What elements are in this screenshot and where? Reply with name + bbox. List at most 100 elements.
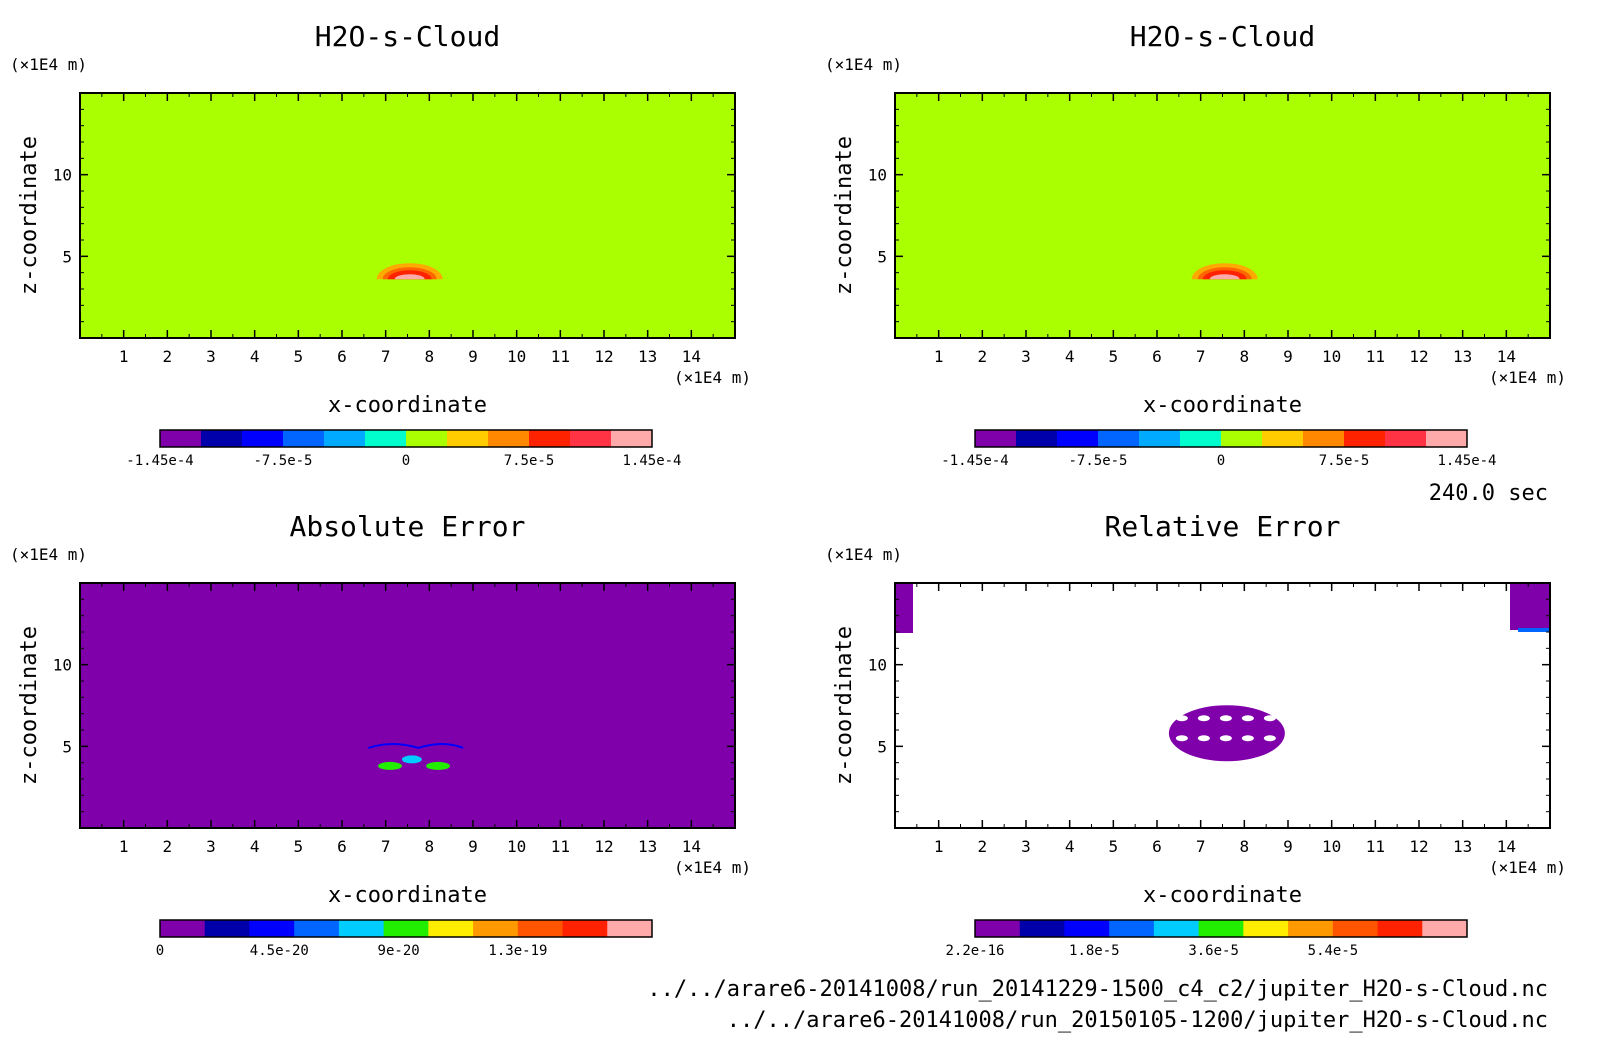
colorbar-swatch [1153,920,1200,937]
colorbar-label: 1.45e-4 [622,453,681,469]
colorbar-swatch [611,430,653,447]
chart-panel-2: H2O-s-Cloud(×1E4 m)1 2 3 4 5 6 7 8 9 10 11 12 13 1451… [825,20,1566,469]
colorbar-label: -7.5e-5 [1068,453,1127,469]
colorbar-swatch [1180,430,1222,447]
chart-title: H2O-s-Cloud [315,20,500,53]
x-tick-label: 7 [1196,347,1206,366]
colorbar-swatch [160,920,206,937]
chart-panel-1: H2O-s-Cloud(×1E4 m)1 2 3 4 5 6 7 8 9 10 11 12 13 1451… [10,20,751,469]
chart-title: H2O-s-Cloud [1130,20,1315,53]
x-tick-label: 10 [1322,837,1341,856]
plot-field [80,93,735,338]
error-region [1510,583,1550,630]
error-gap [1241,715,1254,722]
x-tick-label: 4 [250,347,260,366]
plot-field [895,93,1550,338]
colorbar-swatch [201,430,243,447]
x-tick-label: 1 [934,347,944,366]
x-tick-label: 10 [1322,347,1341,366]
colorbar-label: -1.45e-4 [941,453,1008,469]
error-gap [1175,735,1188,742]
colorbar-frame [974,919,1468,938]
chart-title: Absolute Error [289,510,525,543]
y-tick-label: 10 [868,166,887,185]
colorbar-swatch [1385,430,1427,447]
colorbar-swatch [338,920,385,937]
x-tick-label: 8 [1240,347,1250,366]
x-axis-label: x-coordinate [1143,393,1302,418]
x-unit-label: (×1E4 m) [1489,858,1566,877]
file-path-2: ../../arare6-20141008/run_20150105-1200/… [727,1008,1548,1033]
x-tick-label: 13 [1453,837,1472,856]
x-tick-label: 1 [934,837,944,856]
x-tick-label: 12 [1409,837,1428,856]
colorbar-frame [159,919,653,938]
colorbar-label: 0 [156,943,164,959]
colorbar-label: 0 [1217,453,1225,469]
x-tick-label: 6 [337,837,347,856]
y-unit-label: (×1E4 m) [10,55,87,74]
colorbar-swatch [242,430,284,447]
error-patch [401,755,422,764]
colorbar-label: 7.5e-5 [504,453,555,469]
colorbar-swatch [294,920,340,937]
x-tick-label: 9 [1283,837,1293,856]
colorbar-swatch [975,920,1021,937]
cloud-contour-core [394,274,425,280]
colorbar-swatch [529,430,571,447]
x-tick-label: 13 [1453,347,1472,366]
colorbar-label: 4.5e-20 [250,943,309,959]
y-tick-label: 10 [53,166,72,185]
x-tick-label: 10 [507,837,526,856]
colorbar-swatch [365,430,407,447]
x-tick-label: 14 [1497,347,1516,366]
colorbar-label: -1.45e-4 [126,453,193,469]
colorbar-label: 9e-20 [378,943,420,959]
x-tick-label: 5 [294,837,304,856]
colorbar-swatch [517,920,564,937]
error-region [1518,628,1550,632]
x-tick-label: 4 [1065,347,1075,366]
x-tick-label: 3 [206,347,216,366]
colorbar-swatch [1064,920,1110,937]
colorbar-swatch [249,920,295,937]
x-tick-label: 2 [978,837,988,856]
y-tick-label: 5 [877,737,887,756]
colorbar-swatch [1016,430,1058,447]
x-tick-label: 5 [294,347,304,366]
colorbar-swatch [473,920,519,937]
x-tick-label: 8 [425,347,435,366]
colorbar-swatch [1303,430,1345,447]
x-axis-label: x-coordinate [328,883,487,908]
colorbar-swatch [283,430,325,447]
x-tick-label: 2 [978,347,988,366]
y-tick-label: 5 [877,247,887,266]
colorbar-swatch [324,430,366,447]
x-tick-label: 2 [163,837,173,856]
error-contour [367,742,464,750]
colorbar-swatch [570,430,612,447]
x-tick-label: 13 [638,347,657,366]
x-tick-label: 3 [206,837,216,856]
x-tick-label: 10 [507,347,526,366]
colorbar-label: 2.2e-16 [945,943,1004,959]
x-unit-label: (×1E4 m) [674,368,751,387]
colorbar-swatch [1422,920,1468,937]
x-tick-label: 12 [594,837,613,856]
colorbar-swatch [1262,430,1304,447]
x-tick-label: 13 [638,837,657,856]
colorbar-frame [159,429,653,448]
colorbar-swatch [160,430,202,447]
chart-panel-3: Absolute Error(×1E4 m)1 2 3 4 5 6 7 8 9 10 11 12 13 1… [10,510,751,959]
x-tick-label: 6 [1152,347,1162,366]
x-axis-label: x-coordinate [328,393,487,418]
colorbar-swatch [383,920,429,937]
colorbar-swatch [1109,920,1155,937]
error-region [1168,705,1285,762]
x-tick-label: 9 [468,837,478,856]
colorbar-swatch [1221,430,1263,447]
x-tick-label: 11 [551,347,570,366]
colorbar-swatch [1344,430,1386,447]
colorbar-swatch [447,430,489,447]
